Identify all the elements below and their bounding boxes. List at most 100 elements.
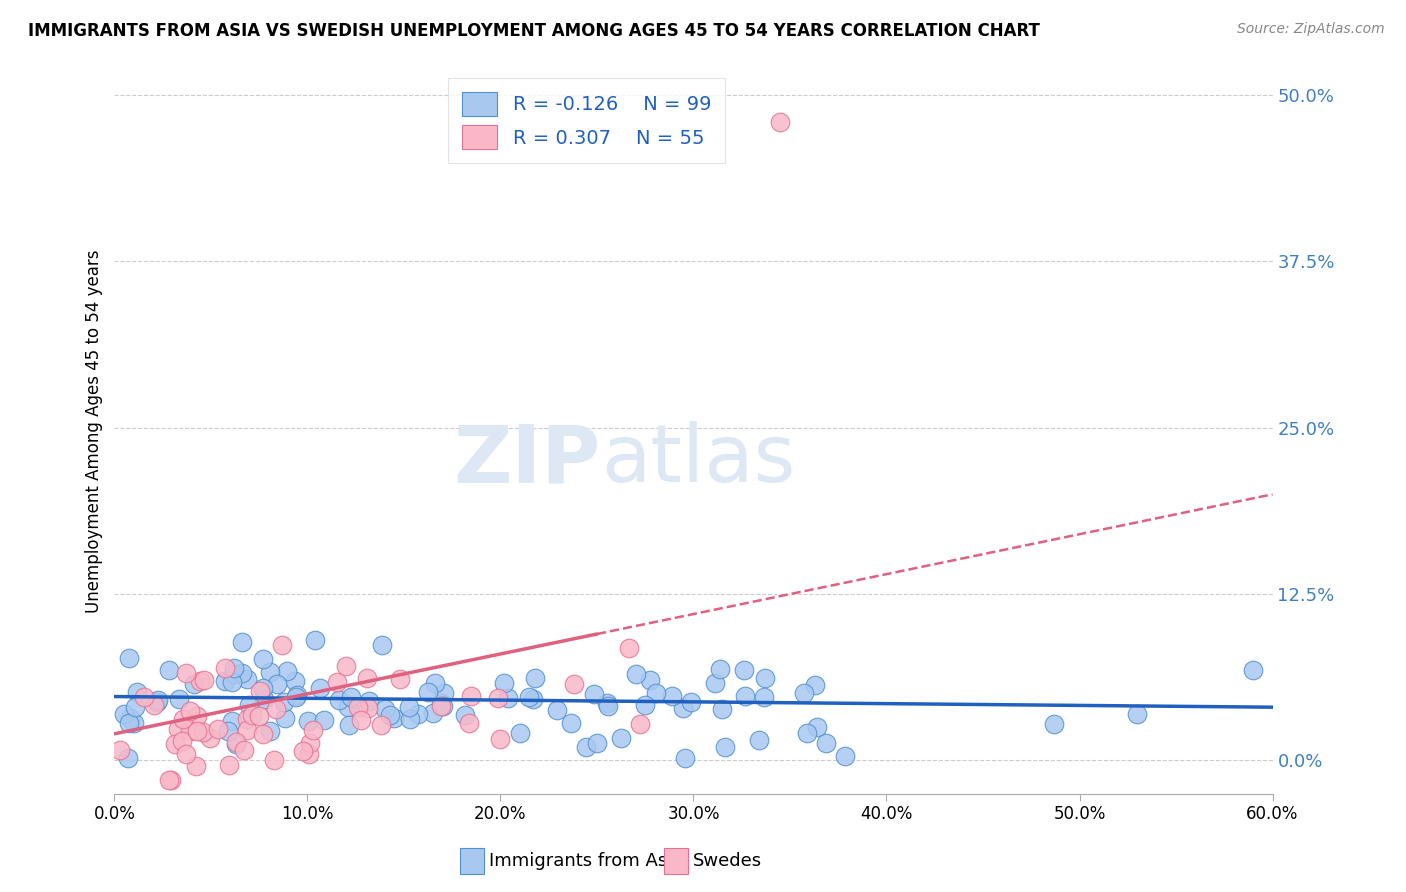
Point [309, 681, 332, 695]
Point [259, 665, 281, 680]
Point [252, 681, 274, 695]
Point [672, 700, 695, 714]
Point [328, 693, 350, 707]
Point [249, 684, 271, 698]
Point [1043, 716, 1066, 731]
Point [337, 699, 360, 714]
Point [292, 744, 315, 758]
Point [610, 731, 633, 745]
Point [815, 736, 838, 750]
Point [146, 695, 169, 709]
Point [583, 687, 606, 701]
Legend: R = -0.126    N = 99, R = 0.307    N = 55: R = -0.126 N = 99, R = 0.307 N = 55 [449, 78, 724, 162]
Point [595, 696, 617, 710]
Point [733, 664, 755, 678]
Point [645, 686, 668, 700]
Point [517, 690, 540, 704]
Point [834, 749, 856, 764]
Point [231, 665, 253, 680]
Point [1126, 706, 1149, 721]
Point [704, 676, 727, 690]
Point [179, 724, 201, 739]
Point [160, 773, 183, 788]
Point [112, 707, 135, 722]
Point [769, 114, 792, 128]
Point [198, 731, 221, 745]
Point [370, 718, 392, 732]
Point [224, 667, 246, 681]
Point [142, 698, 165, 712]
Point [236, 713, 259, 727]
Point [236, 673, 259, 687]
Point [157, 663, 180, 677]
Point [430, 699, 453, 714]
Point [628, 717, 651, 731]
Point [803, 678, 825, 692]
Point [596, 699, 619, 714]
Point [1241, 663, 1264, 677]
Point [118, 711, 141, 725]
Point [252, 727, 274, 741]
Point [264, 702, 287, 716]
Point [347, 699, 370, 714]
Point [122, 715, 145, 730]
Point [174, 666, 197, 681]
Point [634, 698, 657, 712]
Point [498, 691, 520, 706]
Point [337, 718, 360, 732]
Point [522, 691, 544, 706]
Point [709, 661, 731, 675]
Point [754, 671, 776, 685]
Point [350, 713, 373, 727]
Point [108, 743, 131, 757]
Point [356, 671, 378, 685]
Point [263, 753, 285, 767]
Point [157, 773, 180, 788]
Point [806, 720, 828, 734]
Point [148, 693, 170, 707]
Point [221, 714, 243, 728]
Point [225, 737, 247, 751]
Point [714, 739, 737, 754]
Point [492, 675, 515, 690]
Point [302, 723, 325, 738]
Point [454, 707, 477, 722]
Point [266, 677, 288, 691]
Point [117, 651, 139, 665]
Point [274, 711, 297, 725]
Point [359, 694, 381, 708]
Point [190, 674, 212, 689]
Point [134, 690, 156, 705]
Point [460, 689, 482, 703]
Point [304, 632, 326, 647]
Point [179, 704, 201, 718]
Point [167, 723, 190, 737]
Point [284, 674, 307, 689]
Point [711, 702, 734, 716]
Point [186, 724, 208, 739]
Text: ZIP: ZIP [454, 421, 600, 500]
Point [371, 638, 394, 652]
Point [284, 690, 307, 704]
Point [374, 702, 396, 716]
Text: Immigrants from Asia: Immigrants from Asia [489, 852, 683, 870]
Point [214, 673, 236, 688]
Point [433, 686, 456, 700]
Point [240, 708, 263, 723]
Point [270, 638, 292, 652]
Point [297, 714, 319, 728]
Point [236, 723, 259, 737]
Point [509, 726, 531, 740]
Point [398, 699, 420, 714]
Point [214, 661, 236, 675]
Point [422, 706, 444, 720]
Point [586, 736, 609, 750]
Text: Source: ZipAtlas.com: Source: ZipAtlas.com [1237, 22, 1385, 37]
Point [165, 737, 187, 751]
Point [285, 688, 308, 702]
Point [335, 659, 357, 673]
Point [389, 672, 412, 686]
Point [314, 714, 336, 728]
Point [489, 731, 512, 746]
Point [253, 691, 276, 706]
